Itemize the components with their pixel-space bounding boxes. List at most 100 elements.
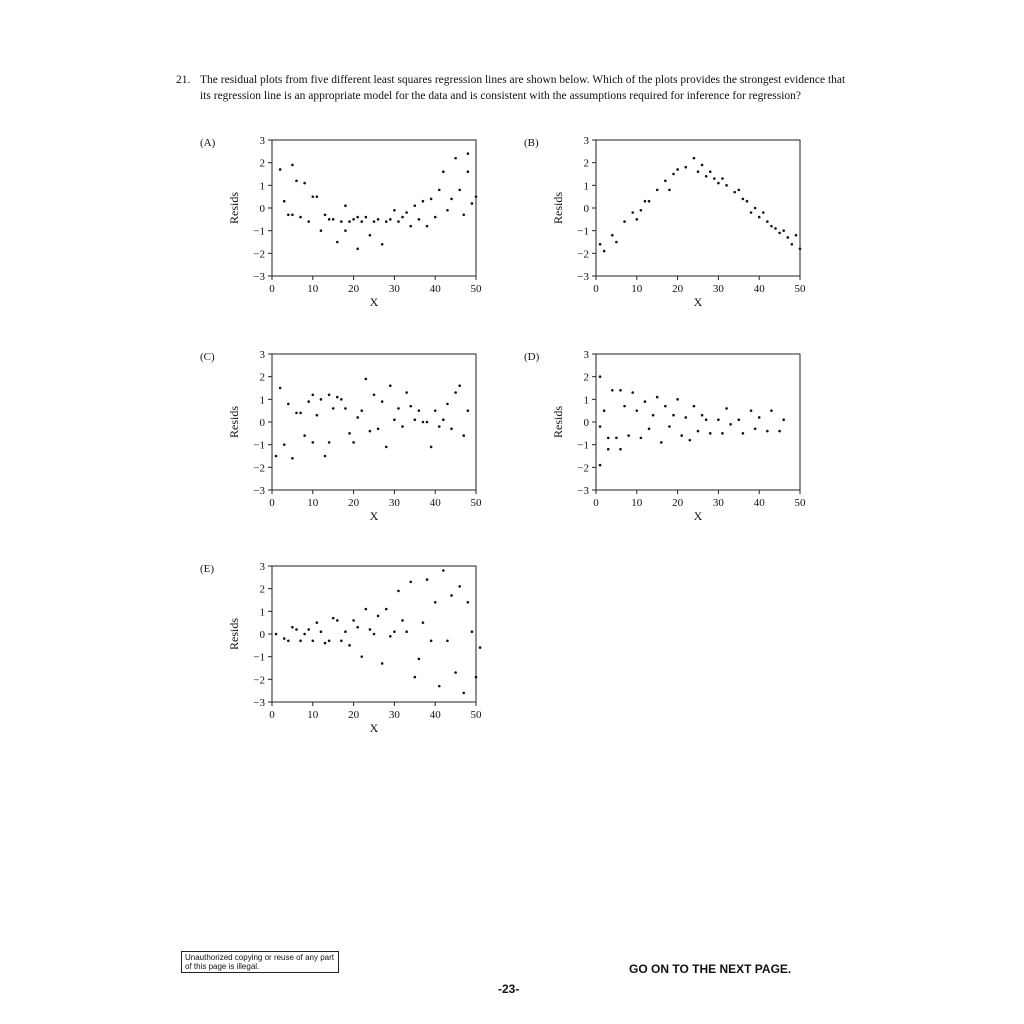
data-point bbox=[761, 211, 765, 214]
y-tick-label: 1 bbox=[584, 394, 590, 406]
y-tick-label: −3 bbox=[577, 485, 589, 497]
data-point bbox=[437, 188, 441, 192]
y-tick-label: −2 bbox=[253, 462, 265, 474]
y-tick-label: 0 bbox=[260, 417, 266, 429]
data-point bbox=[393, 630, 396, 634]
data-point bbox=[429, 445, 433, 449]
data-point bbox=[643, 400, 647, 403]
x-tick-label: 0 bbox=[269, 283, 275, 295]
data-point bbox=[676, 398, 679, 401]
x-tick-label: 10 bbox=[631, 283, 643, 295]
data-point bbox=[311, 639, 315, 643]
data-point bbox=[692, 156, 696, 160]
copyright-notice: Unauthorized copying or reuse of any par… bbox=[181, 951, 339, 973]
data-point bbox=[704, 418, 708, 422]
data-point bbox=[598, 242, 602, 246]
data-point bbox=[741, 432, 745, 435]
data-point bbox=[774, 227, 777, 230]
data-point bbox=[421, 621, 425, 624]
x-tick-label: 50 bbox=[471, 497, 483, 509]
data-point bbox=[598, 463, 602, 467]
data-point bbox=[389, 634, 392, 638]
data-point bbox=[380, 662, 384, 665]
data-point bbox=[684, 165, 688, 169]
data-point bbox=[274, 632, 278, 636]
data-point bbox=[737, 188, 741, 192]
data-point bbox=[631, 211, 635, 214]
data-point bbox=[417, 657, 421, 661]
y-tick-label: −2 bbox=[253, 248, 265, 260]
data-point bbox=[611, 233, 614, 237]
data-point bbox=[651, 413, 655, 417]
page-number: -23- bbox=[498, 982, 520, 996]
data-point bbox=[446, 208, 449, 212]
y-axis-label: Resids bbox=[227, 618, 241, 650]
data-point bbox=[291, 163, 294, 167]
data-point bbox=[766, 220, 769, 223]
data-point bbox=[478, 646, 482, 649]
data-point bbox=[643, 199, 647, 203]
data-point bbox=[327, 218, 331, 221]
plot-label: (E) bbox=[200, 563, 214, 575]
data-point bbox=[757, 215, 761, 219]
data-point bbox=[466, 152, 470, 155]
data-point bbox=[458, 585, 461, 588]
data-point bbox=[287, 213, 290, 217]
data-point bbox=[615, 436, 618, 440]
data-point bbox=[786, 236, 790, 239]
x-tick-label: 0 bbox=[593, 283, 599, 295]
data-point bbox=[425, 578, 429, 581]
x-tick-label: 20 bbox=[672, 497, 684, 509]
data-point bbox=[335, 240, 339, 244]
x-tick-label: 20 bbox=[348, 709, 360, 721]
x-tick-label: 50 bbox=[795, 497, 807, 509]
data-point bbox=[725, 407, 728, 410]
data-point bbox=[372, 632, 376, 636]
data-point bbox=[393, 208, 396, 212]
data-point bbox=[635, 409, 639, 412]
y-axis-label: Resids bbox=[551, 406, 565, 438]
data-point bbox=[344, 630, 347, 634]
data-point bbox=[417, 218, 421, 221]
data-point bbox=[757, 416, 761, 419]
plot-label: (D) bbox=[524, 351, 540, 363]
data-point bbox=[708, 170, 712, 174]
data-point bbox=[696, 429, 700, 433]
data-point bbox=[376, 427, 380, 431]
data-point bbox=[311, 441, 315, 444]
data-point bbox=[360, 655, 364, 658]
data-point bbox=[364, 377, 368, 381]
question-text: The residual plots from five different l… bbox=[200, 74, 846, 102]
data-point bbox=[299, 215, 302, 219]
data-point bbox=[770, 224, 773, 228]
data-point bbox=[462, 213, 466, 217]
y-tick-label: 3 bbox=[260, 135, 266, 147]
data-point bbox=[745, 199, 749, 203]
y-tick-label: 2 bbox=[260, 584, 266, 596]
data-point bbox=[446, 402, 449, 406]
data-point bbox=[623, 220, 626, 223]
data-point bbox=[454, 391, 457, 394]
data-point bbox=[282, 443, 286, 446]
data-point bbox=[409, 404, 413, 408]
data-point bbox=[323, 641, 327, 645]
y-tick-label: 3 bbox=[260, 349, 266, 361]
data-point bbox=[696, 170, 700, 174]
y-tick-label: 3 bbox=[584, 135, 590, 147]
data-point bbox=[389, 218, 392, 221]
data-point bbox=[606, 436, 610, 440]
data-point bbox=[458, 384, 461, 388]
plot-frame bbox=[595, 353, 801, 491]
data-point bbox=[766, 429, 769, 433]
data-point bbox=[466, 409, 470, 412]
data-point bbox=[303, 181, 306, 185]
plot-frame bbox=[271, 139, 477, 277]
x-tick-label: 10 bbox=[307, 283, 319, 295]
data-point bbox=[655, 395, 659, 399]
x-axis-label: X bbox=[694, 509, 703, 523]
data-point bbox=[700, 163, 704, 167]
y-tick-label: 0 bbox=[584, 417, 590, 429]
data-point bbox=[606, 447, 610, 451]
